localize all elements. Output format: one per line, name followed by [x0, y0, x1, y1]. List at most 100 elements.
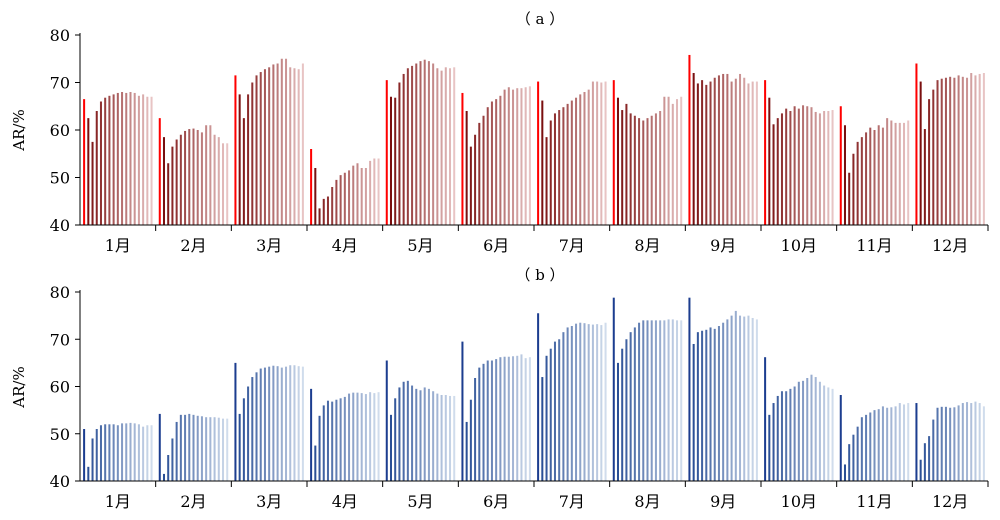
bar	[730, 315, 733, 482]
bar	[600, 82, 603, 225]
bar	[272, 64, 275, 225]
bar	[802, 380, 805, 481]
bar	[932, 419, 935, 481]
bar	[369, 392, 372, 481]
bar	[289, 67, 292, 225]
bar	[982, 406, 985, 481]
bar	[415, 388, 418, 481]
month-label: 1月	[105, 236, 131, 255]
bar	[512, 89, 515, 226]
bar	[385, 360, 388, 481]
bar	[898, 122, 901, 226]
bar	[129, 422, 132, 481]
bar	[213, 134, 216, 225]
month-label: 5月	[407, 492, 433, 511]
bar	[583, 323, 586, 481]
bar	[944, 406, 947, 481]
bar	[255, 372, 258, 481]
panel-b-ytick-label: 40	[50, 472, 70, 491]
bar	[348, 393, 351, 481]
bar	[310, 149, 313, 225]
bar	[150, 96, 153, 225]
bar	[104, 97, 107, 225]
panel-b: （ b ） AR/% 40 50 60 70 80 1月 2月 3月 4月 5月 6月 7月 8月 9月…	[10, 266, 989, 511]
bar	[587, 324, 590, 481]
bar	[91, 141, 94, 226]
bar	[944, 77, 947, 225]
bar	[490, 101, 493, 225]
bar	[482, 363, 485, 481]
bar	[352, 392, 355, 481]
bar	[280, 367, 283, 481]
bar	[860, 417, 863, 481]
bar	[415, 63, 418, 225]
month-label: 7月	[559, 236, 585, 255]
bar	[877, 409, 880, 481]
bar	[318, 415, 321, 481]
bar	[743, 316, 746, 481]
bar	[747, 83, 750, 225]
bar	[87, 466, 90, 481]
bar	[621, 348, 624, 481]
bar	[907, 403, 910, 481]
bar	[364, 394, 367, 481]
bar	[373, 158, 376, 225]
bar	[150, 425, 153, 481]
panel-b-label: （ b ）	[515, 266, 564, 284]
bar	[482, 115, 485, 225]
bar	[537, 81, 540, 225]
bar	[705, 329, 708, 481]
bar	[247, 94, 250, 226]
bar	[541, 377, 544, 481]
bar	[722, 73, 725, 225]
bar	[553, 113, 556, 226]
bar	[797, 108, 800, 225]
bar	[751, 81, 754, 225]
bar	[553, 341, 556, 481]
bar	[314, 168, 317, 225]
bar	[793, 106, 796, 225]
bar	[806, 378, 809, 481]
bar	[806, 106, 809, 225]
bar	[158, 118, 161, 226]
bar	[949, 76, 952, 225]
bar	[83, 429, 86, 481]
bar	[478, 122, 481, 226]
bar	[385, 80, 388, 226]
bar	[881, 127, 884, 225]
bar	[112, 424, 115, 481]
panel-b-month-labels: 1月 2月 3月 4月 5月 6月 7月 8月 9月 10月 11月 12月	[105, 492, 969, 511]
month-label: 7月	[559, 492, 585, 511]
bar	[751, 317, 754, 481]
bar	[793, 386, 796, 481]
bar	[562, 332, 565, 481]
bar	[423, 59, 426, 226]
bar	[293, 365, 296, 481]
bar	[949, 407, 952, 481]
bar	[633, 327, 636, 481]
bar	[440, 70, 443, 226]
month-label: 8月	[634, 236, 660, 255]
panel-a-ytick-label: 70	[50, 74, 70, 93]
bar	[478, 367, 481, 481]
bar	[242, 398, 245, 481]
bar	[192, 128, 195, 225]
bar	[789, 111, 792, 225]
bar	[322, 405, 325, 481]
bar	[335, 399, 338, 481]
bar	[839, 106, 842, 225]
bar	[600, 325, 603, 481]
bar	[768, 97, 771, 225]
panel-b-axes	[79, 290, 989, 487]
bar	[638, 118, 641, 226]
bar	[293, 68, 296, 225]
bar	[285, 58, 288, 225]
bar	[162, 137, 165, 226]
bar	[856, 141, 859, 226]
bar	[772, 124, 775, 225]
bar	[621, 110, 624, 225]
month-label: 6月	[483, 236, 509, 255]
bar	[587, 89, 590, 226]
bar	[121, 92, 124, 225]
bar	[364, 168, 367, 225]
